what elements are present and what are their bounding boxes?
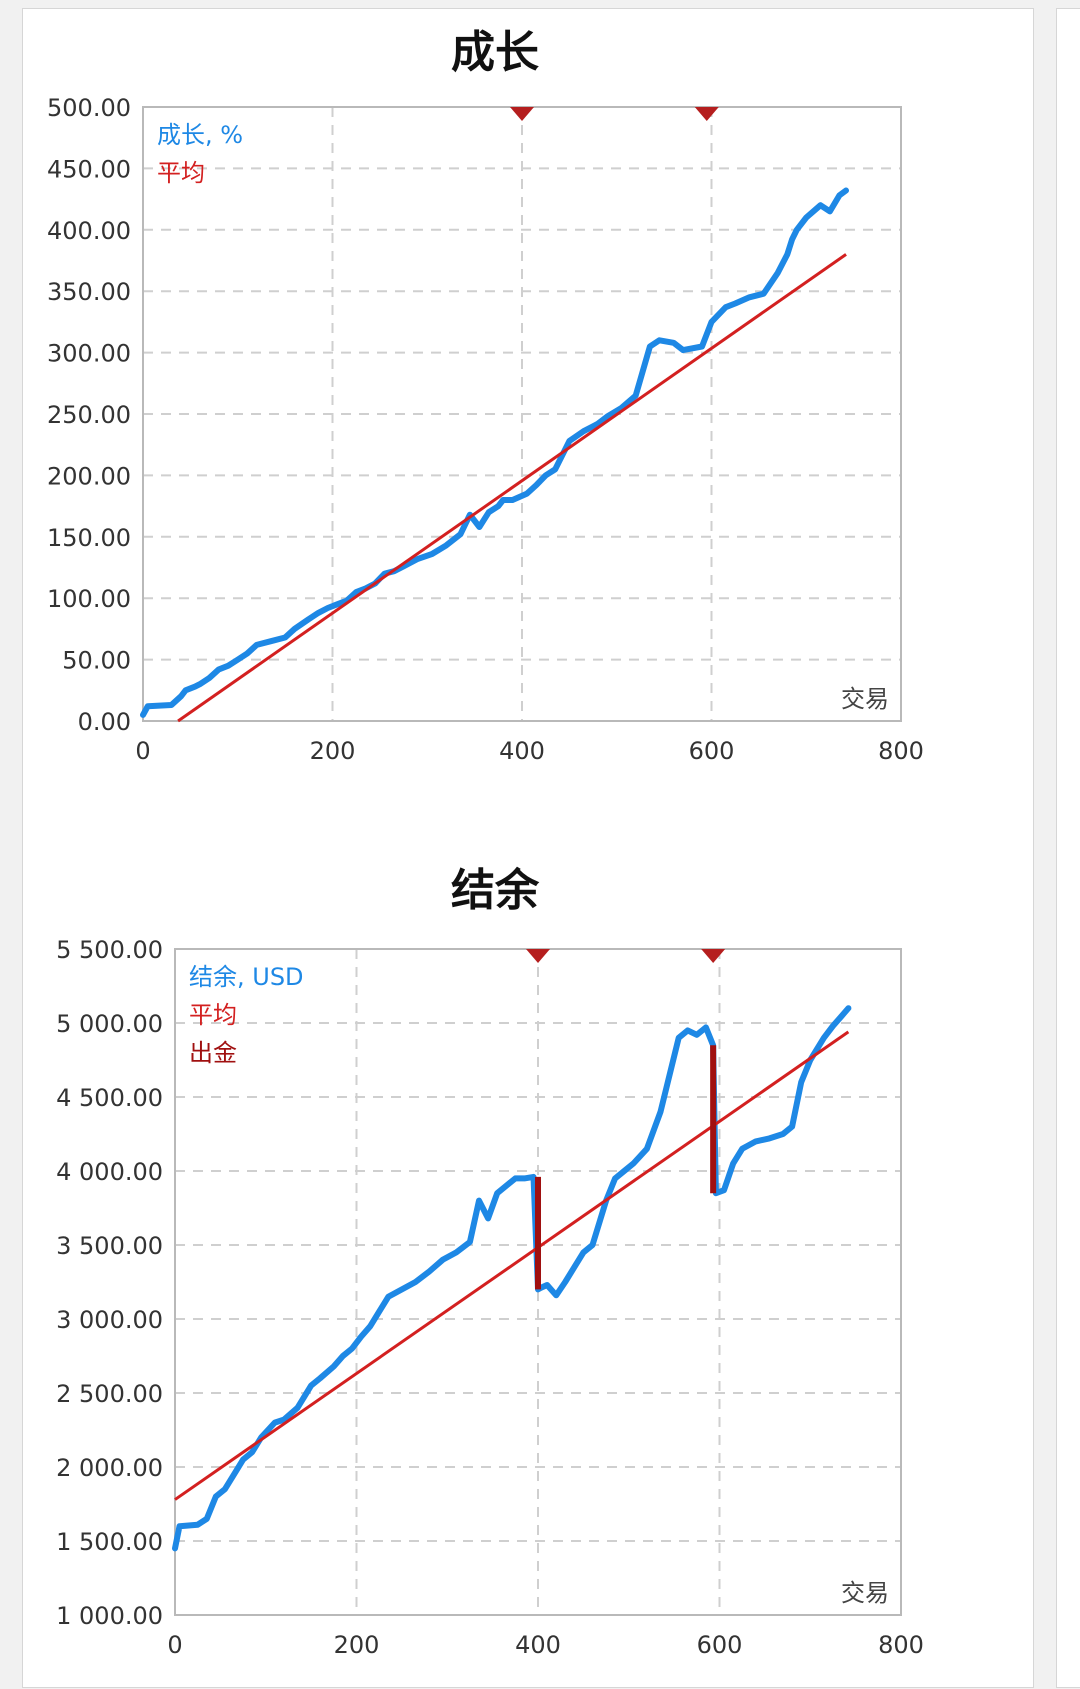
- y-tick-label: 200.00: [47, 462, 131, 490]
- x-tick-label: 400: [499, 737, 545, 765]
- y-tick-label: 100.00: [47, 585, 131, 613]
- x-axis-label: 交易: [841, 685, 889, 713]
- chart-title: 结余: [451, 865, 540, 916]
- y-tick-label: 3 000.00: [56, 1306, 163, 1334]
- y-tick-label: 3 500.00: [56, 1232, 163, 1260]
- y-tick-label: 400.00: [47, 217, 131, 245]
- y-tick-label: 150.00: [47, 524, 131, 552]
- x-tick-label: 600: [697, 1631, 743, 1659]
- x-axis-label: 交易: [841, 1579, 889, 1607]
- event-marker-icon: [694, 107, 719, 121]
- y-tick-label: 350.00: [47, 278, 131, 306]
- event-marker-icon: [526, 949, 550, 963]
- growth-series-line: [140, 187, 849, 718]
- y-tick-label: 2 500.00: [56, 1380, 163, 1408]
- legend-entry: 成长, %: [157, 121, 243, 149]
- next-card-edge: [1056, 8, 1080, 1688]
- x-tick-label: 0: [167, 1631, 182, 1659]
- growth-chart: 成长 0.00 50.00 100.00 150.00 200.00 250.00 300.0…: [47, 27, 924, 765]
- legend-entry: 平均: [189, 1001, 237, 1029]
- x-tick-label: 600: [689, 737, 735, 765]
- x-tick-label: 200: [334, 1631, 380, 1659]
- x-tick-label: 800: [878, 737, 924, 765]
- legend-entry: 结余, USD: [189, 963, 304, 991]
- y-tick-label: 500.00: [47, 94, 131, 122]
- y-tick-label: 0.00: [78, 708, 131, 736]
- y-tick-label: 1 000.00: [56, 1602, 163, 1630]
- average-line: [174, 1030, 850, 1501]
- chart-card: 成长 0.00 50.00 100.00 150.00 200.00 250.00 300.0…: [22, 8, 1034, 1688]
- x-tick-label: 0: [135, 737, 150, 765]
- average-line: [177, 253, 847, 723]
- x-tick-label: 400: [515, 1631, 561, 1659]
- y-tick-label: 2 000.00: [56, 1454, 163, 1482]
- event-marker-icon: [701, 949, 726, 963]
- legend-entry: 出金: [189, 1039, 237, 1067]
- y-tick-label: 4 500.00: [56, 1084, 163, 1112]
- chart-title: 成长: [451, 27, 539, 78]
- y-tick-label: 5 000.00: [56, 1010, 163, 1038]
- charts-canvas: 成长 0.00 50.00 100.00 150.00 200.00 250.00 300.0…: [47, 27, 924, 1659]
- y-tick-label: 5 500.00: [56, 936, 163, 964]
- event-marker-icon: [510, 107, 534, 121]
- y-tick-label: 250.00: [47, 401, 131, 429]
- y-tick-label: 300.00: [47, 340, 131, 368]
- y-tick-label: 450.00: [47, 155, 131, 183]
- y-tick-label: 1 500.00: [56, 1528, 163, 1556]
- y-tick-label: 4 000.00: [56, 1158, 163, 1186]
- balance-series-line: [172, 1005, 852, 1552]
- x-tick-label: 200: [310, 737, 356, 765]
- legend-entry: 平均: [157, 159, 205, 187]
- balance-chart: 结余 1 000.00 1 500.00 2 000.00 2 500.00 3 000.…: [56, 865, 924, 1659]
- y-tick-label: 50.00: [62, 647, 131, 675]
- x-tick-label: 800: [878, 1631, 924, 1659]
